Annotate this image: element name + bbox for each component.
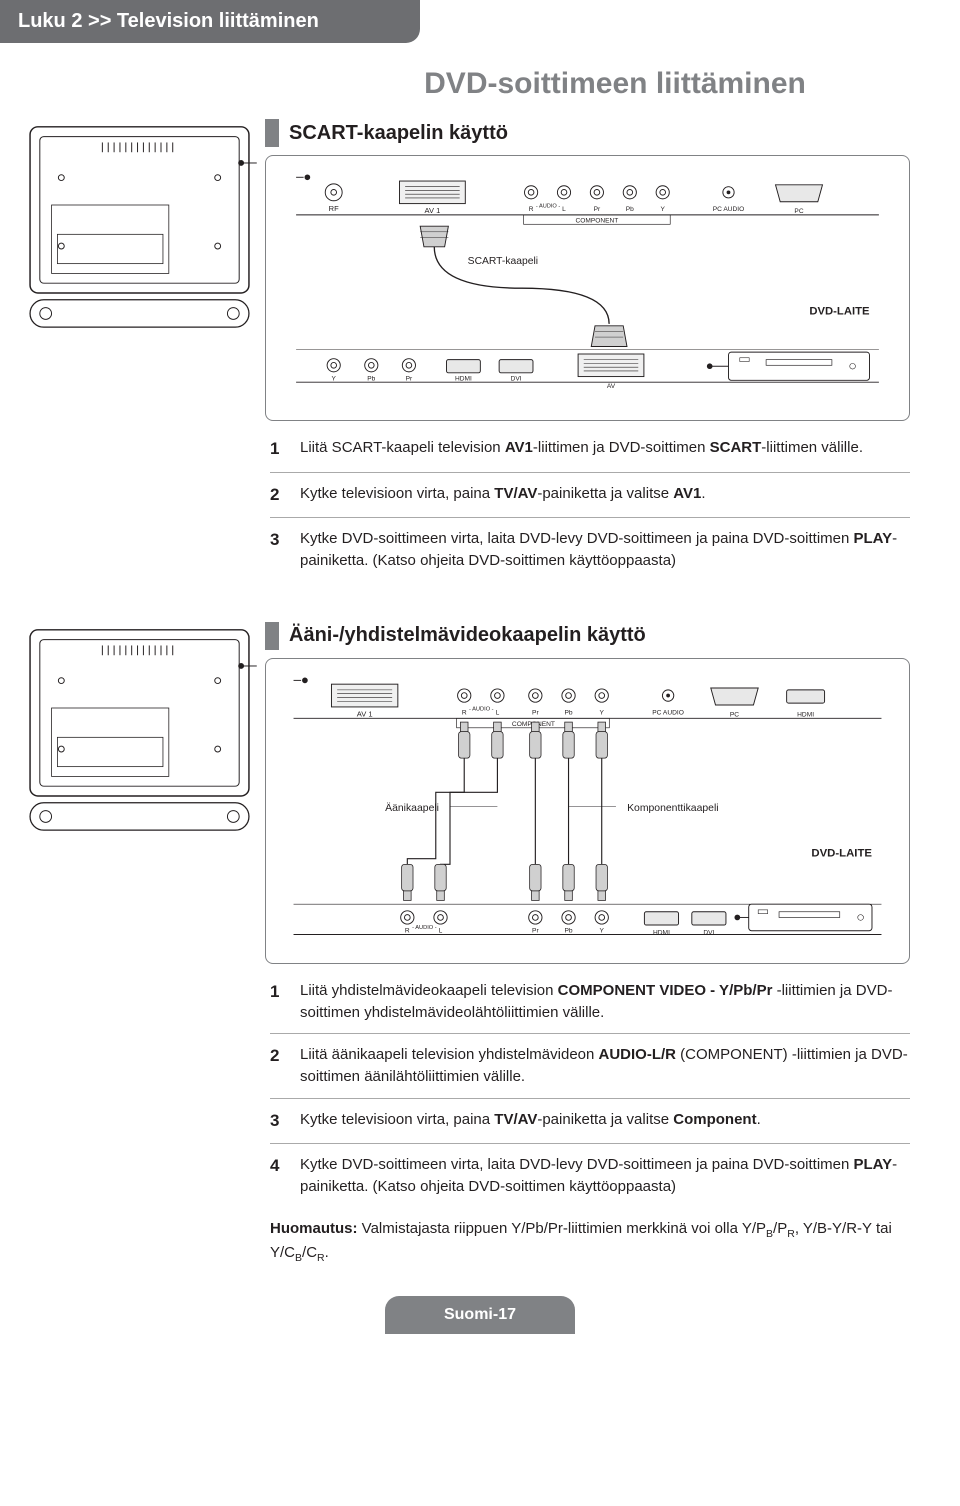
step-item: 1 Liitä SCART-kaapeli television AV1-lii…	[270, 437, 910, 473]
svg-text:R: R	[462, 709, 467, 716]
svg-text:Pr: Pr	[532, 927, 539, 934]
step-item: 3 Kytke televisioon virta, paina TV/AV-p…	[270, 1109, 910, 1145]
page-footer: Suomi-17	[385, 1296, 575, 1334]
svg-text:L: L	[496, 709, 500, 716]
svg-text:Pr: Pr	[532, 709, 539, 716]
step-text: Liitä SCART-kaapeli television AV1-liitt…	[300, 437, 863, 462]
step-item: 3 Kytke DVD-soittimeen virta, laita DVD-…	[270, 528, 910, 582]
svg-text:PC AUDIO: PC AUDIO	[652, 709, 684, 716]
section2-title: Ääni-/yhdistelmävideokaapelin käyttö	[289, 624, 646, 647]
svg-text:COMPONENT: COMPONENT	[576, 217, 619, 224]
svg-text:PC: PC	[730, 711, 739, 718]
svg-text:RF: RF	[329, 204, 339, 213]
svg-text:SCART-kaapeli: SCART-kaapeli	[468, 256, 538, 267]
note: Huomautus: Valmistajasta riippuen Y/Pb/P…	[270, 1218, 960, 1266]
step-item: 4 Kytke DVD-soittimeen virta, laita DVD-…	[270, 1154, 910, 1208]
svg-text:L: L	[562, 206, 566, 213]
step-item: 2 Kytke televisioon virta, paina TV/AV-p…	[270, 483, 910, 519]
step-text: Liitä yhdistelmävideokaapeli television …	[300, 980, 910, 1024]
svg-text:PC AUDIO: PC AUDIO	[713, 206, 744, 213]
component-diagram: AV 1 R - AUDIO - L Pr Pb Y COMPONENT PC …	[265, 658, 910, 964]
section-mark-icon	[265, 622, 279, 650]
svg-text:Y: Y	[600, 709, 605, 716]
step-text: Kytke DVD-soittimeen virta, laita DVD-le…	[300, 1154, 910, 1198]
section-component: Ääni-/yhdistelmävideokaapelin käyttö AV …	[0, 622, 960, 964]
svg-text:- AUDIO -: - AUDIO -	[469, 707, 494, 713]
chapter-header: Luku 2 >> Television liittäminen	[0, 0, 420, 43]
section1-title: SCART-kaapelin käyttö	[289, 122, 508, 145]
svg-text:Pb: Pb	[367, 375, 375, 382]
step-text: Kytke DVD-soittimeen virta, laita DVD-le…	[300, 528, 910, 572]
svg-text:AV 1: AV 1	[357, 709, 373, 718]
section1-steps: 1 Liitä SCART-kaapeli television AV1-lii…	[270, 437, 960, 582]
svg-text:HDMI: HDMI	[653, 929, 670, 936]
step-item: 1 Liitä yhdistelmävideokaapeli televisio…	[270, 980, 910, 1035]
svg-text:Pr: Pr	[406, 375, 413, 382]
svg-text:DVI: DVI	[511, 375, 522, 382]
tv-rear-illustration	[0, 622, 265, 842]
svg-text:HDMI: HDMI	[455, 375, 472, 382]
svg-text:Pb: Pb	[564, 709, 572, 716]
svg-text:R: R	[529, 206, 534, 213]
svg-text:Y: Y	[332, 375, 337, 382]
svg-text:Pb: Pb	[564, 927, 572, 934]
step-text: Kytke televisioon virta, paina TV/AV-pai…	[300, 1109, 761, 1134]
svg-text:DVD-LAITE: DVD-LAITE	[811, 848, 872, 860]
step-text: Kytke televisioon virta, paina TV/AV-pai…	[300, 483, 706, 508]
svg-text:DVD-LAITE: DVD-LAITE	[809, 306, 870, 318]
svg-text:- AUDIO -: - AUDIO -	[536, 203, 561, 209]
svg-text:- AUDIO -: - AUDIO -	[412, 925, 437, 931]
tv-rear-illustration	[0, 119, 265, 339]
svg-text:L: L	[439, 927, 443, 934]
step-text: Liitä äänikaapeli television yhdistelmäv…	[300, 1044, 910, 1088]
section-scart: SCART-kaapelin käyttö RF AV 1	[0, 119, 960, 421]
svg-text:DVI: DVI	[703, 929, 714, 936]
svg-text:Y: Y	[661, 206, 666, 213]
svg-text:AV 1: AV 1	[425, 206, 441, 215]
section-mark-icon	[265, 119, 279, 147]
svg-text:Äänikaapeli: Äänikaapeli	[385, 802, 439, 814]
svg-text:R: R	[405, 927, 410, 934]
svg-text:HDMI: HDMI	[797, 711, 814, 718]
scart-diagram: RF AV 1 R - AUDIO - L Pr	[265, 155, 910, 421]
step-item: 2 Liitä äänikaapeli television yhdistelm…	[270, 1044, 910, 1099]
svg-text:Y: Y	[600, 927, 605, 934]
page-title: DVD-soittimeen liittäminen	[270, 67, 960, 101]
section2-steps: 1 Liitä yhdistelmävideokaapeli televisio…	[270, 980, 960, 1208]
svg-text:Pb: Pb	[626, 206, 634, 213]
svg-text:Pr: Pr	[594, 206, 601, 213]
svg-text:Komponenttikaapeli: Komponenttikaapeli	[627, 803, 719, 814]
svg-text:PC: PC	[794, 208, 803, 215]
svg-text:AV: AV	[607, 383, 616, 390]
